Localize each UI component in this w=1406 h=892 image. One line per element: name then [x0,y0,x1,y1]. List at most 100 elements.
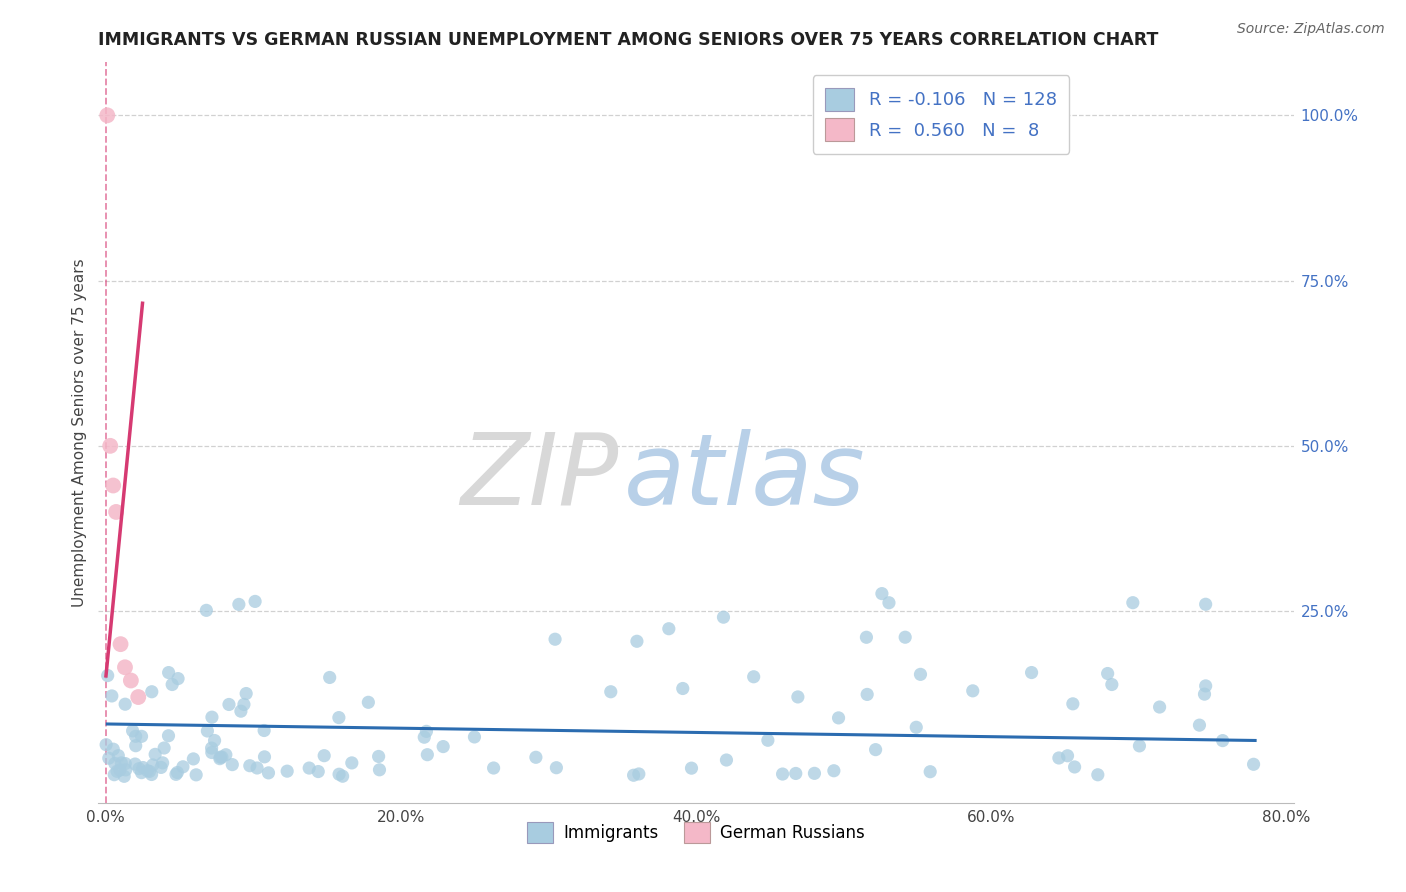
Point [856,687,879,701]
Point [229,704,252,718]
Point [1149,700,1171,714]
Point [314,748,336,763]
Point [94,738,117,752]
Point [142,758,165,772]
Point [524,750,547,764]
Point [865,742,887,756]
Point [166,765,188,780]
Point [328,710,350,724]
Point [105,764,128,779]
Point [211,750,233,764]
Point [1101,677,1123,691]
Point [870,586,893,600]
Point [658,622,681,636]
Point [772,767,794,781]
Point [413,730,436,744]
Text: atlas: atlas [624,428,866,525]
Point [1194,687,1216,701]
Point [332,769,354,783]
Point [104,756,127,771]
Point [1063,760,1085,774]
Point [124,757,146,772]
Point [201,710,224,724]
Point [416,747,439,762]
Point [1195,597,1218,611]
Point [141,684,163,698]
Point [157,665,180,680]
Legend: Immigrants, German Russians: Immigrants, German Russians [520,815,872,850]
Point [235,687,257,701]
Point [1188,718,1211,732]
Point [1062,697,1084,711]
Point [195,603,218,617]
Text: Source: ZipAtlas.com: Source: ZipAtlas.com [1237,22,1385,37]
Point [131,765,153,780]
Point [201,746,224,760]
Point [112,769,135,783]
Point [246,761,269,775]
Point [101,478,124,492]
Point [1047,751,1070,765]
Point [114,763,136,777]
Point [160,677,183,691]
Point [1128,739,1150,753]
Point [96,108,118,122]
Point [905,720,928,734]
Point [253,749,276,764]
Point [204,733,226,747]
Text: IMMIGRANTS VS GERMAN RUSSIAN UNEMPLOYMENT AMONG SENIORS OVER 75 YEARS CORRELATIO: IMMIGRANTS VS GERMAN RUSSIAN UNEMPLOYMEN… [98,31,1159,49]
Point [910,667,932,681]
Point [855,630,877,644]
Point [803,766,825,780]
Point [138,764,160,779]
Point [681,761,703,775]
Point [108,763,131,777]
Point [215,747,238,762]
Point [124,729,146,743]
Point [136,764,159,778]
Point [785,766,807,780]
Point [165,767,187,781]
Point [218,698,240,712]
Point [131,729,153,743]
Point [186,768,208,782]
Point [114,697,136,711]
Point [253,723,276,738]
Point [742,670,765,684]
Point [307,764,329,779]
Point [367,749,389,764]
Point [103,742,125,756]
Point [1122,596,1144,610]
Point [340,756,363,770]
Point [627,767,650,781]
Point [105,505,128,519]
Point [357,695,380,709]
Point [713,610,735,624]
Point [368,763,391,777]
Point [172,760,194,774]
Point [127,690,149,704]
Point [239,758,262,772]
Y-axis label: Unemployment Among Seniors over 75 years: Unemployment Among Seniors over 75 years [72,259,87,607]
Point [318,670,340,684]
Point [328,767,350,781]
Point [599,685,621,699]
Point [626,634,648,648]
Point [97,668,120,682]
Point [276,764,298,779]
Point [125,739,148,753]
Point [1243,757,1265,772]
Point [463,730,485,744]
Point [143,747,166,762]
Point [232,698,254,712]
Point [120,673,142,688]
Point [152,756,174,770]
Text: ZIP: ZIP [460,428,619,525]
Point [110,756,132,770]
Point [167,672,190,686]
Point [183,752,205,766]
Point [101,689,124,703]
Point [920,764,942,779]
Point [1056,748,1078,763]
Point [1097,666,1119,681]
